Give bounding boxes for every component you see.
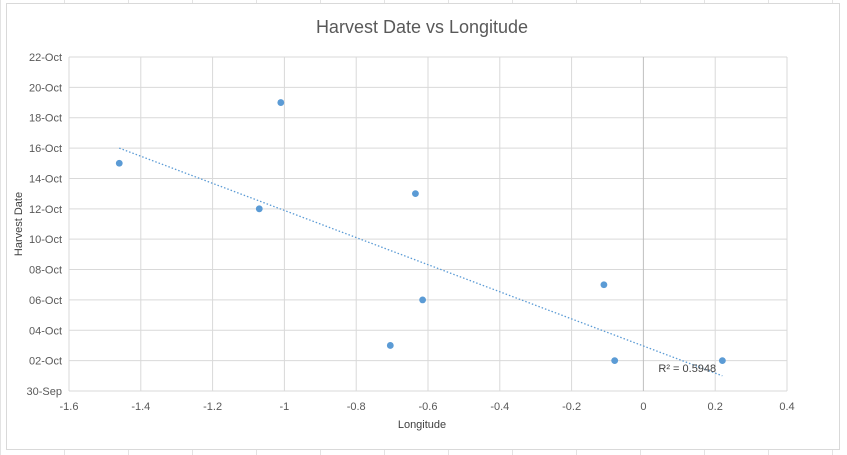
- x-tick-label: 0.2: [708, 401, 723, 413]
- x-tick-label: -0.4: [490, 401, 509, 413]
- y-tick-label: 10-Oct: [29, 234, 62, 246]
- x-tick-label: 0: [640, 401, 646, 413]
- trendline-group: [119, 147, 723, 377]
- y-tick-label: 12-Oct: [29, 204, 62, 216]
- x-axis-ticks: -1.6 -1.4 -1.2 -1 -0.8 -0.6 -0.4 -0.2 0 0.2 0.4: [60, 401, 795, 413]
- x-tick-label: -1.4: [131, 401, 150, 413]
- data-points: [115, 99, 726, 365]
- y-tick-label: 04-Oct: [29, 325, 62, 337]
- y-axis-title: Harvest Date: [13, 192, 25, 256]
- data-point: [419, 296, 427, 304]
- data-point: [600, 281, 608, 289]
- data-point: [718, 357, 726, 365]
- y-tick-label: 30-Sep: [27, 386, 62, 398]
- y-tick-label: 02-Oct: [29, 356, 62, 368]
- chart-area[interactable]: Harvest Date vs Longitude 30-Sep 02-Oct 04…: [6, 3, 840, 450]
- y-tick-label: 22-Oct: [29, 52, 62, 64]
- gridlines: [68, 56, 788, 392]
- data-point: [611, 357, 619, 365]
- r-squared-label: R² = 0.5948: [658, 363, 716, 375]
- x-tick-label: -1.2: [203, 401, 222, 413]
- trendline: [119, 147, 723, 377]
- y-tick-label: 14-Oct: [29, 173, 62, 185]
- y-tick-label: 16-Oct: [29, 143, 62, 155]
- data-point: [412, 190, 419, 198]
- y-axis-ticks: 30-Sep 02-Oct 04-Oct 06-Oct 08-Oct 10-Oct 12-O…: [27, 52, 62, 398]
- data-point: [386, 342, 394, 349]
- data-point: [115, 159, 123, 167]
- x-tick-label: -1: [280, 401, 290, 413]
- y-tick-label: 06-Oct: [29, 295, 62, 307]
- scatter-chart: Harvest Date vs Longitude 30-Sep 02-Oct 04…: [13, 17, 795, 431]
- data-point: [277, 99, 285, 106]
- x-tick-label: -0.6: [419, 401, 438, 413]
- data-point: [255, 205, 263, 213]
- chart-title: Harvest Date vs Longitude: [316, 17, 528, 37]
- x-tick-label: 0.4: [779, 401, 794, 413]
- y-tick-label: 20-Oct: [29, 82, 62, 94]
- x-tick-label: -0.8: [347, 401, 366, 413]
- x-axis-title: Longitude: [398, 419, 446, 431]
- x-tick-label: -0.2: [562, 401, 581, 413]
- y-tick-label: 18-Oct: [29, 113, 62, 125]
- x-tick-label: -1.6: [60, 401, 79, 413]
- y-tick-label: 08-Oct: [29, 265, 62, 277]
